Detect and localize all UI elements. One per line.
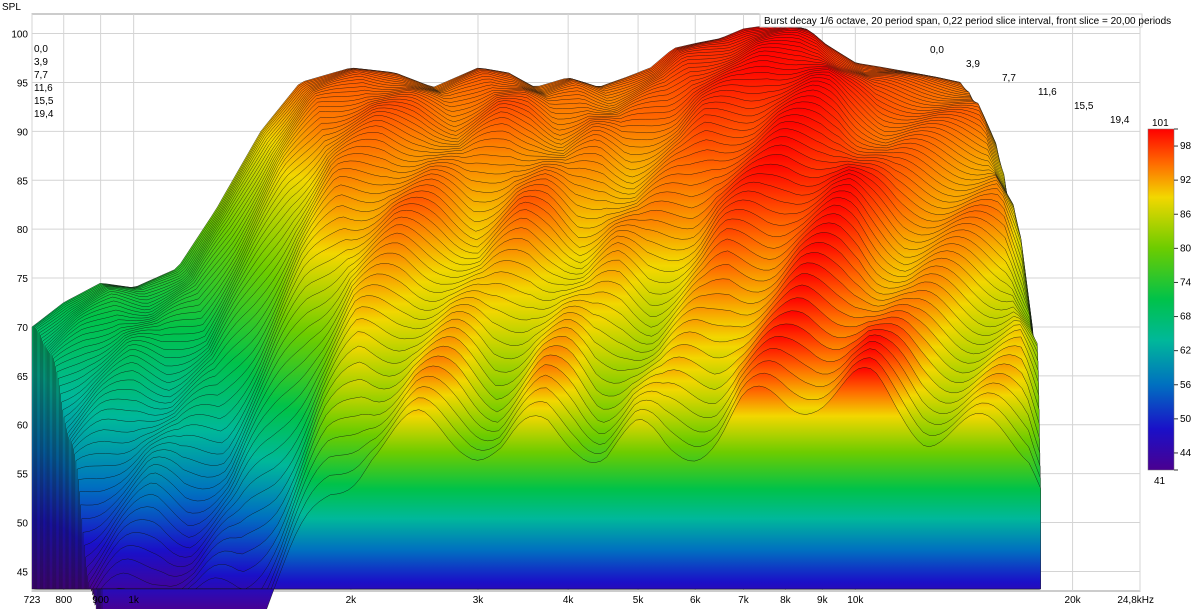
z-label-left: 11,6 bbox=[34, 83, 53, 94]
z-label-right: 11,6 bbox=[1038, 87, 1057, 98]
title-box: Burst decay 1/6 octave, 20 period span, … bbox=[759, 13, 1171, 28]
x-tick-label: 3k bbox=[473, 595, 485, 606]
y-tick-label: 55 bbox=[17, 470, 29, 481]
colorbar-tick-label: 92 bbox=[1180, 175, 1192, 186]
colorbar: 101 98 92 86 80 74 68 62 56 50 44 41 bbox=[1147, 118, 1192, 487]
z-label-left: 0,0 bbox=[34, 44, 48, 55]
y-tick-label: 95 bbox=[17, 78, 29, 89]
y-tick-label: 90 bbox=[17, 127, 29, 138]
colorbar-tick-label: 68 bbox=[1180, 312, 1192, 323]
x-tick-label: 2k bbox=[346, 595, 358, 606]
waterfall-slice bbox=[101, 367, 1041, 609]
x-tick-label: 8k bbox=[780, 595, 792, 606]
colorbar-tick-label: 74 bbox=[1180, 277, 1192, 288]
x-tick-label: 7k bbox=[738, 595, 750, 606]
y-tick-label: 70 bbox=[17, 323, 29, 334]
y-tick-label: 80 bbox=[17, 225, 29, 236]
x-tick-label: 20k bbox=[1065, 595, 1082, 606]
y-tick-label: 75 bbox=[17, 274, 29, 285]
y-axis-label: SPL bbox=[2, 2, 21, 13]
x-tick-label: 900 bbox=[92, 595, 109, 606]
colorbar-tick-label: 41 bbox=[1154, 476, 1166, 487]
y-tick-label: 85 bbox=[17, 176, 29, 187]
colorbar-gradient bbox=[1147, 128, 1175, 471]
waterfall-surface bbox=[31, 23, 1041, 609]
z-label-right: 15,5 bbox=[1074, 101, 1094, 112]
colorbar-tick-label: 56 bbox=[1180, 380, 1192, 391]
z-label-right: 3,9 bbox=[966, 59, 980, 70]
x-tick-label: 5k bbox=[633, 595, 645, 606]
x-tick-label: 6k bbox=[690, 595, 702, 606]
colorbar-tick-label: 86 bbox=[1180, 209, 1192, 220]
x-axis: 723 800 900 1k 2k 3k 4k 5k 6k 7k 8k 9k 10k 20k 24,8kHz bbox=[24, 595, 1154, 606]
colorbar-tick-label: 80 bbox=[1180, 243, 1192, 254]
x-tick-label: 723 bbox=[24, 595, 41, 606]
colorbar-tick-label: 44 bbox=[1180, 448, 1192, 459]
z-label-left: 15,5 bbox=[34, 96, 54, 107]
y-axis: 45 50 55 60 65 70 75 80 85 90 95 100 bbox=[11, 30, 28, 579]
chart-title: Burst decay 1/6 octave, 20 period span, … bbox=[764, 16, 1171, 27]
y-tick-label: 50 bbox=[17, 519, 29, 530]
x-tick-label: 24,8kHz bbox=[1117, 595, 1154, 606]
z-label-left: 7,7 bbox=[34, 70, 48, 81]
colorbar-tick-label: 50 bbox=[1180, 414, 1192, 425]
z-label-left: 3,9 bbox=[34, 57, 48, 68]
x-tick-label: 800 bbox=[55, 595, 72, 606]
y-tick-label: 60 bbox=[17, 421, 29, 432]
colorbar-tick-label: 101 bbox=[1152, 118, 1169, 129]
colorbar-tick-label: 98 bbox=[1180, 141, 1192, 152]
x-tick-label: 4k bbox=[563, 595, 575, 606]
y-tick-label: 65 bbox=[17, 372, 29, 383]
colorbar-tick-label: 62 bbox=[1180, 346, 1192, 357]
y-tick-label: 100 bbox=[11, 30, 28, 41]
x-tick-label: 10k bbox=[847, 595, 864, 606]
x-tick-label: 1k bbox=[128, 595, 140, 606]
z-label-right: 19,4 bbox=[1110, 115, 1130, 126]
z-axis: 0,0 0,0 3,9 3,9 7,7 7,7 11,6 11,6 15,5 15,5 19,4 19… bbox=[34, 44, 1130, 126]
y-tick-label: 45 bbox=[17, 567, 29, 578]
z-label-right: 7,7 bbox=[1002, 73, 1016, 84]
x-tick-label: 9k bbox=[817, 595, 829, 606]
z-label-right: 0,0 bbox=[930, 45, 944, 56]
z-label-left: 19,4 bbox=[34, 109, 54, 120]
